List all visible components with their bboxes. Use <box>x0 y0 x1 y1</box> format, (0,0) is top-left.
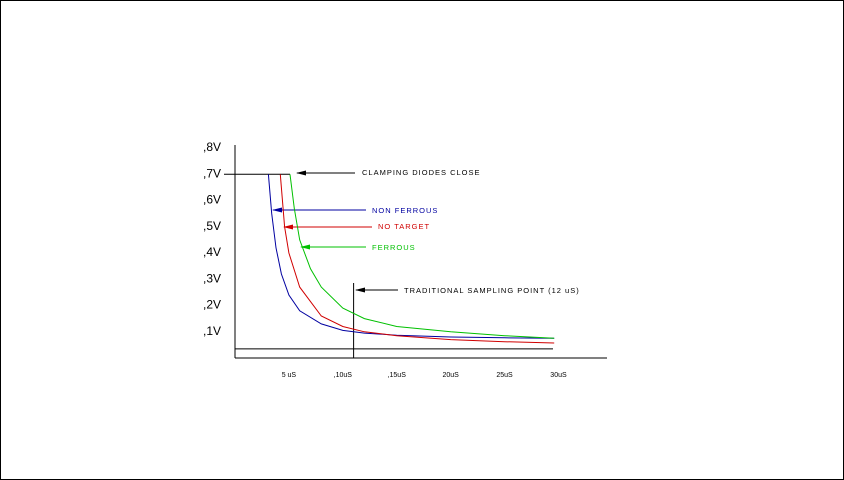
x-tick-label: 25uS <box>496 372 513 379</box>
x-tick-label: 30uS <box>550 372 567 379</box>
arrowhead <box>272 207 282 213</box>
series-line <box>279 174 555 344</box>
annotation: TRADITIONAL SAMPLING POINT (12 uS) <box>404 286 580 295</box>
x-tick-label: 5 uS <box>282 372 297 379</box>
arrowhead <box>300 244 310 250</box>
annotation: CLAMPING DIODES CLOSE <box>362 168 481 177</box>
arrowhead <box>283 224 293 230</box>
y-tick-label: ,3V <box>203 271 221 285</box>
y-tick-label: ,1V <box>203 324 221 338</box>
arrowhead <box>355 287 365 293</box>
y-tick-label: ,5V <box>203 219 221 233</box>
y-tick-label: ,7V <box>203 166 221 180</box>
y-tick-label: ,8V <box>203 140 221 154</box>
series-label: FERROUS <box>372 243 416 252</box>
series-line <box>267 174 555 339</box>
series-line <box>289 174 555 339</box>
y-tick-label: ,4V <box>203 245 221 259</box>
series-label: NON FERROUS <box>372 206 438 215</box>
annotations: CLAMPING DIODES CLOSE NON FERROUS NO TAR… <box>272 168 580 295</box>
x-tick-label: 20uS <box>442 372 459 379</box>
y-tick-label: ,6V <box>203 193 221 207</box>
arrowhead <box>296 170 306 176</box>
y-tick-label: ,2V <box>203 298 221 312</box>
series-label: NO TARGET <box>378 222 430 231</box>
x-tick-label: ,15uS <box>388 372 407 379</box>
x-tick-label: ,10uS <box>334 372 353 379</box>
